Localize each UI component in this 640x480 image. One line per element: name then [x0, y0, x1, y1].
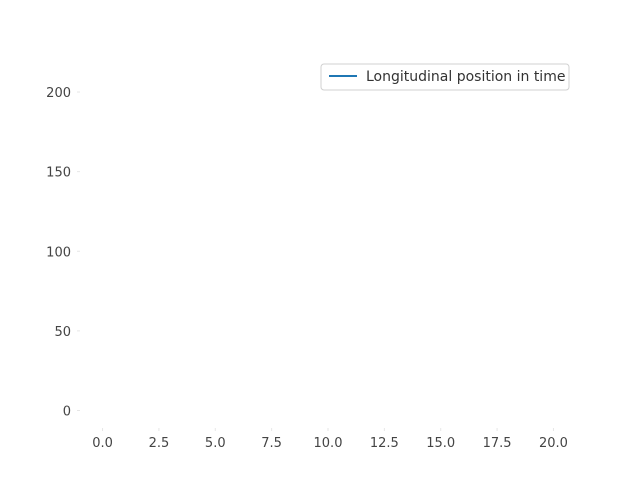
x-tick-label: 20.0 — [539, 436, 568, 451]
y-tick-label: 50 — [54, 325, 71, 340]
x-tick-label: 7.5 — [261, 436, 282, 451]
legend-box — [320, 63, 570, 91]
x-tick-label: 2.5 — [149, 436, 170, 451]
y-tick-label: 100 — [46, 245, 71, 260]
x-tick-label: 15.0 — [426, 436, 455, 451]
x-tick-label: 10.0 — [314, 436, 343, 451]
x-axis-ticks: 0.0 2.5 5.0 7.5 10.0 12.5 15.0 17.5 20.0 — [92, 428, 568, 451]
y-tick-label: 150 — [46, 166, 71, 181]
y-tick-label: 0 — [63, 404, 71, 419]
y-tick-label: 200 — [46, 86, 71, 101]
x-tick-label: 12.5 — [370, 436, 399, 451]
y-axis-ticks: 0 50 100 150 200 — [46, 86, 80, 419]
x-tick-label: 0.0 — [92, 436, 113, 451]
legend: Longitudinal position in time — [320, 63, 570, 91]
legend-label: Longitudinal position in time — [366, 69, 565, 85]
x-tick-label: 5.0 — [205, 436, 226, 451]
x-tick-label: 17.5 — [483, 436, 512, 451]
